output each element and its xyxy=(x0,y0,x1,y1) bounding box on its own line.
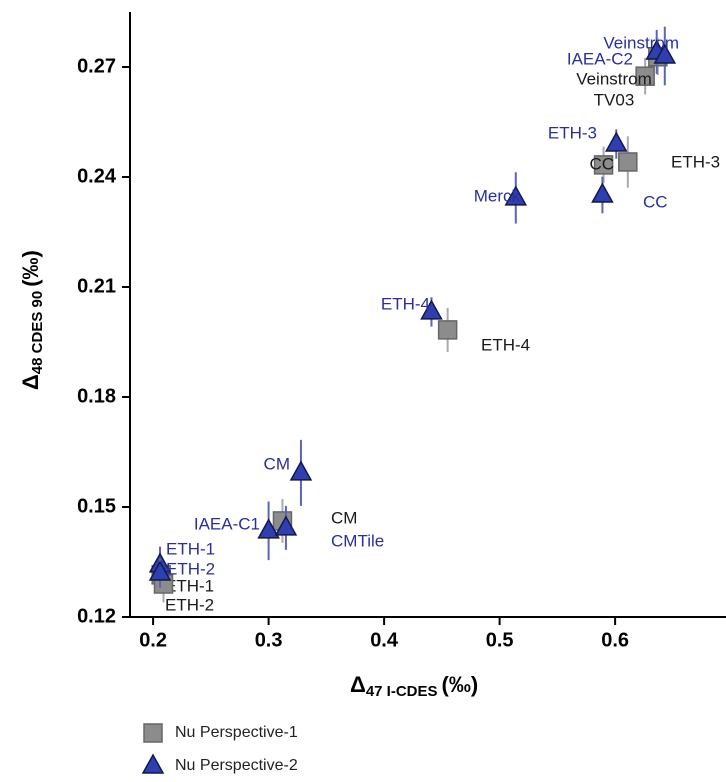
point-label: ETH-2 xyxy=(166,559,215,578)
legend-label: Nu Perspective-1 xyxy=(175,724,298,741)
point-label: CMTile xyxy=(331,531,384,550)
point-label: CM xyxy=(331,508,357,527)
point xyxy=(591,182,614,203)
y-tick-label: 0.18 xyxy=(77,385,116,407)
point xyxy=(257,518,280,539)
point xyxy=(289,460,313,481)
y-tick-label: 0.21 xyxy=(77,275,116,297)
point xyxy=(604,131,628,152)
point xyxy=(618,152,638,172)
point-label: ETH-1 xyxy=(165,576,214,595)
x-axis-title-main: Δ xyxy=(350,672,366,697)
y-axis-title: Δ48 CDES 90 (‰) xyxy=(18,250,46,390)
y-axis-title-main: Δ xyxy=(18,374,43,390)
x-axis-title-unit: (‰) xyxy=(442,672,479,697)
point-label: ETH-4 xyxy=(481,335,530,354)
point-label: CM xyxy=(264,454,290,473)
point-label: Merck xyxy=(474,186,521,205)
point xyxy=(437,320,458,340)
x-tick-label: 0.4 xyxy=(370,629,399,651)
x-tick-label: 0.5 xyxy=(486,629,514,651)
point-label: ETH-1 xyxy=(166,539,215,558)
y-tick-label: 0.15 xyxy=(77,495,116,517)
y-axis-title-unit: (‰) xyxy=(18,250,43,287)
point-label: ETH-4 xyxy=(381,294,430,313)
point-label: IAEA-C1 xyxy=(194,514,260,533)
y-tick-label: 0.27 xyxy=(77,55,116,77)
y-axis-title-sub: 48 CDES 90 xyxy=(29,291,46,374)
point-label: Veinstrom xyxy=(603,33,679,52)
x-tick-label: 0.3 xyxy=(255,629,283,651)
point-label: ETH-3 xyxy=(548,123,597,142)
point xyxy=(593,155,614,175)
point xyxy=(653,43,677,64)
x-axis-title-sub: 47 I-CDES xyxy=(366,683,438,700)
point-label: TV03 xyxy=(594,90,635,109)
point-label: ETH-2 xyxy=(165,595,214,614)
point xyxy=(504,185,528,206)
legend-marker xyxy=(141,753,165,774)
y-tick-label: 0.24 xyxy=(77,165,117,187)
y-tick-label: 0.12 xyxy=(77,605,116,627)
point-label: CC xyxy=(589,154,614,173)
point-label: Veinstrom xyxy=(576,69,652,88)
point xyxy=(274,515,298,536)
legend-marker xyxy=(143,723,163,743)
x-axis-title: Δ47 I-CDES (‰) xyxy=(350,672,478,700)
point xyxy=(635,66,655,86)
point-label: IAEA-C2 xyxy=(567,49,633,68)
point xyxy=(148,560,172,581)
legend-label: Nu Perspective-2 xyxy=(175,757,298,774)
point-label: ETH-3 xyxy=(671,152,720,171)
x-tick-label: 0.2 xyxy=(139,629,167,651)
x-tick-label: 0.6 xyxy=(601,629,629,651)
point xyxy=(420,299,443,320)
point-label: CC xyxy=(643,192,668,211)
